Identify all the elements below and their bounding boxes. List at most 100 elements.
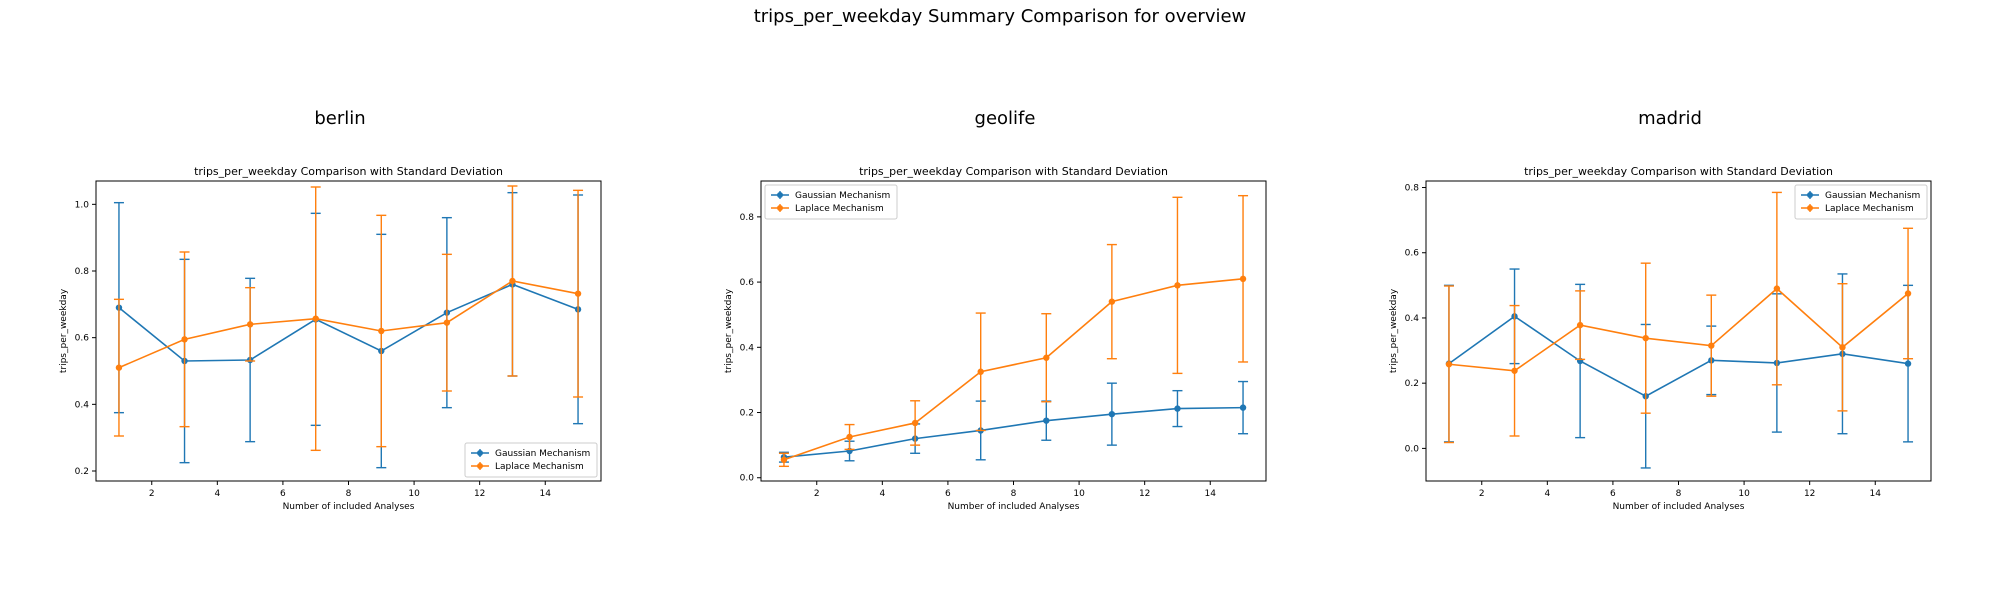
figure-suptitle: trips_per_weekday Summary Comparison for… (753, 6, 1247, 27)
legend-gaussian-label: Gaussian Mechanism (495, 449, 590, 459)
laplace-point (181, 336, 188, 343)
laplace-point (1642, 334, 1649, 342)
x-tick-label: 4 (879, 489, 885, 499)
x-tick-label: 10 (408, 489, 420, 499)
plot-title: trips_per_weekday Comparison with Standa… (859, 165, 1168, 178)
x-axis-label: Number of included Analyses (1613, 502, 1745, 512)
laplace-series-line (783, 278, 1244, 461)
laplace-point (846, 433, 853, 441)
laplace-point (574, 290, 582, 297)
laplace-point (1773, 285, 1781, 292)
x-tick-label: 6 (1610, 489, 1616, 499)
y-axis-label: trips_per_weekday (1389, 288, 1399, 373)
gaussian-point (1174, 405, 1181, 412)
x-tick-label: 2 (814, 489, 820, 499)
x-tick-label: 14 (540, 489, 552, 499)
y-tick-label: 0.2 (75, 467, 89, 477)
laplace-point (780, 456, 788, 464)
legend-box (464, 442, 598, 478)
panel-title-berlin: berlin (314, 108, 366, 129)
gaussian-point (1239, 404, 1247, 411)
laplace-point (378, 327, 385, 335)
x-tick-label: 4 (214, 489, 220, 499)
gaussian-series-line (1448, 315, 1909, 398)
plot-title: trips_per_weekday Comparison with Standa… (194, 165, 503, 178)
y-tick-label: 0.4 (75, 400, 90, 410)
laplace-point (911, 419, 919, 427)
legend-box (1794, 184, 1928, 220)
laplace-point (1043, 354, 1050, 361)
y-tick-label: 0.8 (1405, 184, 1420, 194)
y-tick-label: 0.6 (1405, 249, 1420, 259)
y-tick-label: 1.0 (75, 200, 90, 210)
x-tick-label: 8 (346, 489, 352, 499)
y-tick-label: 0.0 (1405, 444, 1420, 454)
x-tick-label: 2 (1479, 489, 1485, 499)
x-tick-label: 8 (1676, 489, 1682, 499)
laplace-point (443, 319, 451, 326)
y-tick-label: 0.2 (1405, 379, 1419, 389)
legend-laplace-marker (1807, 205, 1813, 211)
x-tick-label: 2 (149, 489, 155, 499)
y-tick-label: 0.2 (740, 409, 754, 419)
laplace-series-line (118, 280, 579, 369)
gaussian-series-line (783, 406, 1244, 458)
y-tick-label: 0.8 (75, 267, 90, 277)
x-tick-label: 6 (280, 489, 286, 499)
laplace-point (1511, 367, 1518, 374)
laplace-point (312, 315, 319, 322)
y-tick-label: 0.8 (740, 213, 755, 223)
laplace-point (1576, 321, 1584, 329)
laplace-point (1108, 298, 1116, 305)
x-tick-label: 14 (1870, 489, 1882, 499)
x-tick-label: 12 (474, 489, 485, 499)
legend-laplace-label: Laplace Mechanism (495, 462, 584, 472)
y-tick-label: 0.4 (740, 343, 755, 353)
gaussian-point (1043, 417, 1050, 424)
x-tick-label: 14 (1205, 489, 1217, 499)
x-axis-label: Number of included Analyses (283, 502, 415, 512)
laplace-point (1239, 275, 1247, 283)
y-axis-label: trips_per_weekday (59, 288, 69, 373)
laplace-point (115, 364, 123, 371)
laplace-point (1445, 361, 1453, 368)
legend-gaussian-marker (777, 192, 783, 198)
y-tick-label: 0.4 (1405, 314, 1420, 324)
x-tick-label: 8 (1011, 489, 1017, 499)
gaussian-point (1108, 410, 1116, 418)
y-tick-label: 0.6 (740, 278, 755, 288)
laplace-point (246, 321, 254, 328)
x-axis-label: Number of included Analyses (948, 502, 1080, 512)
y-tick-label: 0.0 (740, 474, 755, 484)
laplace-series-line (1448, 287, 1909, 372)
gaussian-point (1904, 360, 1912, 367)
legend-gaussian-marker (1807, 192, 1813, 198)
x-tick-label: 6 (945, 489, 951, 499)
legend-laplace-label: Laplace Mechanism (795, 204, 884, 214)
legend-gaussian-marker (477, 450, 483, 456)
legend-laplace-marker (477, 463, 483, 469)
legend-laplace-label: Laplace Mechanism (1825, 204, 1914, 214)
panel-title-madrid: madrid (1638, 108, 1702, 129)
x-tick-label: 12 (1139, 489, 1150, 499)
laplace-point (1174, 282, 1181, 289)
x-tick-label: 12 (1804, 489, 1815, 499)
legend-laplace-marker (777, 205, 783, 211)
laplace-point (977, 368, 984, 375)
legend-gaussian-label: Gaussian Mechanism (795, 191, 890, 201)
x-tick-label: 10 (1073, 489, 1085, 499)
plot-title: trips_per_weekday Comparison with Standa… (1524, 165, 1833, 178)
laplace-point (509, 277, 516, 285)
laplace-point (1904, 290, 1912, 297)
plot-frame (1425, 180, 1932, 482)
legend-box (764, 184, 898, 220)
x-tick-label: 10 (1738, 489, 1750, 499)
x-tick-label: 4 (1544, 489, 1550, 499)
panel-title-geolife: geolife (974, 108, 1036, 129)
laplace-point (1708, 342, 1715, 349)
legend-gaussian-label: Gaussian Mechanism (1825, 191, 1920, 201)
